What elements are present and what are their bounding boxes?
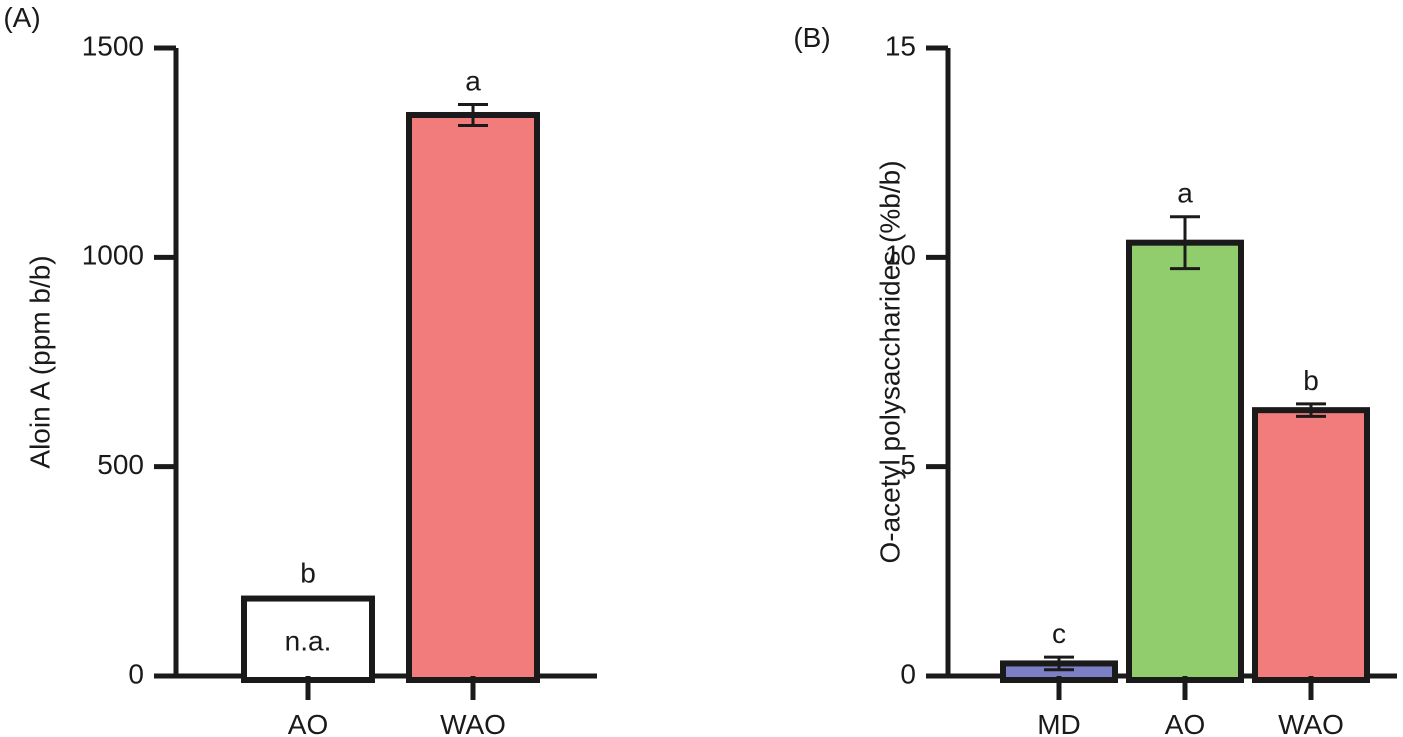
y-tick-label: 500 xyxy=(97,449,144,480)
y-axis-title: O-acetyl polysaccharides (%b/b) xyxy=(874,160,905,563)
bar-ao xyxy=(1126,239,1244,683)
bar-group-ao: b n.a. AO xyxy=(241,558,375,737)
chart-panel-b: (B) O-acetyl polysaccharides (%b/b) 0 5 10 15… xyxy=(793,22,1397,737)
y-tick-label: 1000 xyxy=(82,240,144,271)
x-tick-label: MD xyxy=(1037,709,1081,737)
y-tick-label: 1500 xyxy=(82,30,144,61)
significance-label: a xyxy=(1177,178,1193,209)
significance-label: b xyxy=(1303,365,1319,396)
x-tick-label: AO xyxy=(288,709,328,737)
bar-group-md: c MD xyxy=(1000,618,1118,737)
bar-group-wao: a WAO xyxy=(406,66,540,737)
bar-inner-label: n.a. xyxy=(285,626,332,657)
y-tick-label: 10 xyxy=(885,240,916,271)
y-tick-label: 15 xyxy=(885,30,916,61)
chart-panel-a: (A) Aloin A (ppm b/b) 0 500 1000 1500 b n.a. AO a… xyxy=(3,2,597,737)
bar-group-ao: a AO xyxy=(1126,178,1244,737)
y-axis-title: Aloin A (ppm b/b) xyxy=(24,255,55,468)
y-tick-label: 0 xyxy=(900,658,916,689)
x-tick-label: WAO xyxy=(1278,709,1344,737)
x-tick-label: AO xyxy=(1165,709,1205,737)
significance-label: c xyxy=(1052,618,1066,649)
x-tick-label: WAO xyxy=(440,709,506,737)
bar-wao xyxy=(1252,407,1370,683)
panel-label: (A) xyxy=(3,2,40,33)
significance-label: b xyxy=(300,558,316,589)
y-tick-label: 0 xyxy=(128,658,144,689)
bar-wao xyxy=(406,111,540,683)
bar-group-wao: b WAO xyxy=(1252,365,1370,737)
panel-label: (B) xyxy=(793,22,830,53)
y-tick-label: 5 xyxy=(900,449,916,480)
significance-label: a xyxy=(465,66,481,97)
